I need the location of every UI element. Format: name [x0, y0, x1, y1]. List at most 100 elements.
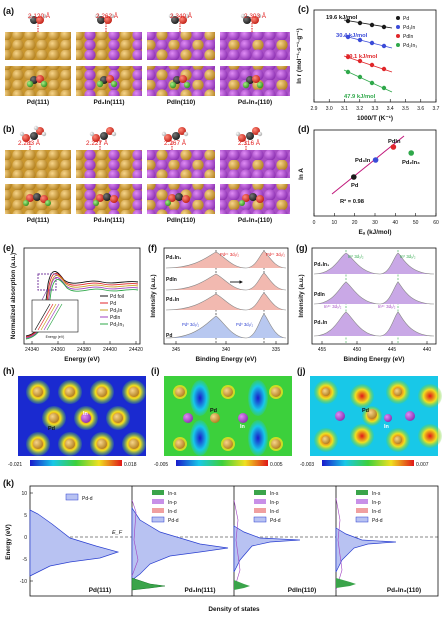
colorbar-i	[176, 460, 268, 466]
point-d-pd3in	[372, 157, 379, 163]
chart-c-ylabel: ln r (mol⁻¹·s⁻¹·g⁻¹)	[296, 28, 303, 84]
label-d-pd3in: Pd₃In	[355, 158, 371, 164]
caption-a-2: Pd₃In(111)	[93, 99, 125, 106]
ea-label-pd: 19.6 kJ/mol	[326, 15, 358, 21]
slab-b1-3	[147, 150, 215, 178]
point-c-pdin	[345, 54, 351, 60]
caption-a-4: Pd₂In₃(110)	[237, 99, 273, 106]
xps-g-peaks	[313, 252, 435, 337]
chart-c-xlabel: 1000/T (K⁻¹)	[357, 115, 393, 122]
colorbar-i-min: -0.005	[154, 462, 168, 468]
xtick-c-7: 3.6	[417, 106, 424, 112]
chart-d-frame	[313, 129, 437, 217]
legend-k-2-2: In-d	[270, 509, 279, 515]
xtick-g-0: 455	[318, 347, 327, 353]
dos-caption-0: Pd(111)	[89, 587, 111, 594]
chart-c-xticklabels: 2.9 3.0 3.1 3.2 3.3 3.4 3.5 3.6 3.7	[311, 106, 440, 112]
xtick-g-2: 445	[388, 347, 397, 353]
dos-legend-pd2in3110: In-s In-p In-d Pd-d	[355, 490, 383, 524]
peak-f-3: Pd²⁺ 3d₅/₂	[266, 252, 285, 257]
legend-k-3-1: In-p	[372, 500, 381, 506]
point-c-pd	[369, 22, 375, 28]
xtick-f-1: 340	[222, 347, 231, 353]
point-d-pdin	[390, 144, 397, 150]
charge-density-svg: In Pd Pd In Pd In -0.021 0.018 -0.005 0.…	[8, 376, 442, 468]
legend-k-3-0: In-s	[372, 491, 381, 497]
legend-c-2: PdIn	[403, 34, 414, 40]
legend-k-1-1: In-p	[168, 500, 177, 506]
sample-f-3: Pd	[166, 333, 172, 339]
point-c-pd3in	[369, 40, 375, 46]
slab-b1-4	[220, 150, 290, 178]
slab-a1-4	[220, 32, 290, 60]
legend-c-1: Pd₃In	[403, 25, 416, 31]
distance-a-2: 2.262 Å	[96, 13, 119, 20]
colorbar-j	[322, 460, 414, 466]
ytick-k-3: -5	[23, 557, 28, 563]
chart-e-legend: Pd foil Pd Pd₃In PdIn Pd₂In₃	[100, 294, 124, 328]
legend-k-3-2: In-d	[372, 509, 381, 515]
structures-svg	[5, 13, 290, 214]
xtick-f-0: 345	[172, 347, 181, 353]
legend-k-2-3: Pd-d	[270, 518, 281, 524]
chart-g-ylabel: Intensity (a.u.)	[298, 274, 305, 317]
distance-a-3: 2.340 Å	[170, 13, 193, 20]
point-c-pd2in3	[345, 69, 351, 75]
dos-chart: 10 5 0 -5 -10 Energy (eV) Density of sta…	[5, 485, 439, 613]
dos-pdin110	[233, 499, 301, 591]
peak-f-2: Pd²⁺ 3d₃/₂	[220, 252, 239, 257]
point-c-pd3in	[345, 34, 351, 40]
slab-a1-3	[147, 32, 215, 60]
atom-label-i-in: In	[240, 424, 246, 430]
caption-b-2: Pd₃In(111)	[93, 217, 125, 224]
xtick-d-3: 30	[372, 220, 378, 226]
ytick-k-1: 5	[24, 513, 27, 519]
xtick-c-4: 3.3	[372, 106, 379, 112]
distance-b-3: 2.267 Å	[164, 140, 187, 147]
xtick-c-5: 3.4	[387, 106, 394, 112]
caption-a-3: PdIn(110)	[166, 99, 196, 106]
point-c-pd2in3	[369, 80, 375, 86]
legend-c-3: Pd₂In₃	[403, 43, 417, 49]
chart-d-xlabel: Eₐ (kJ/mol)	[359, 229, 392, 236]
panel-label-f: (f)	[148, 243, 157, 253]
xtick-c-1: 3.0	[326, 106, 333, 112]
series-c-pd3in	[343, 34, 393, 49]
dos-caption-1: Pd₃In(111)	[184, 587, 215, 594]
adsorbate-a1-3	[168, 13, 190, 32]
caption-a-1: Pd(111)	[26, 99, 50, 106]
ea-label-pd2in3: 47.9 kJ/mol	[344, 94, 376, 100]
caption-b-4: Pd₂In₃(110)	[237, 217, 273, 224]
sample-f-0: Pd₂In₃	[166, 255, 182, 261]
sample-f-2: Pd₃In	[166, 297, 179, 303]
distance-b-1: 2.283 Å	[18, 140, 41, 147]
atom-label-h-pd: Pd	[48, 426, 55, 432]
ytick-k-0: 10	[21, 491, 27, 497]
panel-label-e: (e)	[3, 243, 14, 253]
dos-xlabel: Density of states	[208, 606, 260, 613]
inset-xlabel: Energy (eV)	[46, 335, 65, 339]
xps-f-peaks	[165, 250, 287, 339]
legend-c-0: Pd	[403, 16, 409, 22]
chart-e-xlabel: Energy (eV)	[64, 356, 100, 363]
series-c-pd2in3	[343, 69, 393, 93]
label-d-pd2in3: Pd₂In₃	[402, 160, 420, 166]
adsorbate-top-a2	[26, 75, 264, 89]
peak-g-1: In⁰ 3d₅/₂	[400, 254, 416, 259]
sample-g-1: PdIn	[314, 292, 325, 298]
legend-k-1-0: In-s	[168, 491, 177, 497]
panel-label-h: (h)	[3, 366, 15, 376]
chart-d-ticks	[313, 213, 437, 216]
xtick-d-1: 10	[332, 220, 338, 226]
panel-label-i: (i)	[151, 366, 160, 376]
point-c-pdin	[381, 66, 387, 72]
dos-pd2in3110	[335, 497, 397, 591]
adsorbate-b1	[19, 125, 263, 150]
dos-legend-pdin110: In-s In-p In-d Pd-d	[253, 490, 281, 524]
dos-pd111	[29, 509, 120, 577]
peak-f-1: Pd⁰ 3d₅/₂	[236, 322, 253, 327]
colorbar-h	[30, 460, 122, 466]
xtick-c-8: 3.7	[433, 106, 440, 112]
ytick-k-2: 0	[24, 535, 27, 541]
adsorbate-a1-2	[94, 13, 115, 32]
